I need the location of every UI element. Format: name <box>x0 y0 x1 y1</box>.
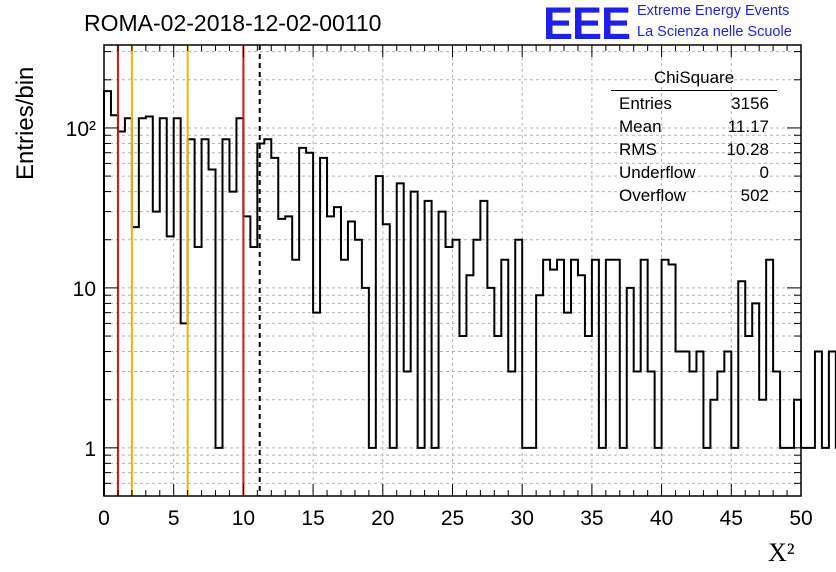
x-tick-label: 25 <box>441 507 464 530</box>
y-tick-label: 10 <box>73 278 96 301</box>
stats-title: ChiSquare <box>611 66 777 91</box>
x-axis-label: X² <box>768 538 795 567</box>
stats-value: 11.17 <box>727 117 769 136</box>
x-tick-label: 30 <box>511 507 534 530</box>
stats-value: 502 <box>740 186 769 205</box>
eee-logo: EEE <box>543 0 631 49</box>
stats-row-rms: RMS 10.28 <box>611 138 777 161</box>
stats-row-overflow: Overflow 502 <box>611 184 777 207</box>
stats-label: RMS <box>619 140 657 159</box>
stats-label: Mean <box>619 117 662 136</box>
y-axis-label: Entries/bin <box>12 66 39 180</box>
x-tick-label: 35 <box>580 507 603 530</box>
x-tick-label: 5 <box>168 507 180 530</box>
stats-row-mean: Mean 11.17 <box>611 115 777 138</box>
x-tick-label: 0 <box>98 507 110 530</box>
y-tick-label: 1 <box>84 438 96 461</box>
stats-row-underflow: Underflow 0 <box>611 161 777 184</box>
stats-label: Underflow <box>619 163 696 182</box>
x-tick-label: 15 <box>301 507 324 530</box>
x-tick-label: 20 <box>371 507 394 530</box>
x-tick-label: 50 <box>789 507 812 530</box>
stats-row-entries: Entries 3156 <box>611 92 777 115</box>
stats-label: Entries <box>619 94 672 113</box>
stats-label: Overflow <box>619 186 687 205</box>
histogram-outline <box>103 90 836 496</box>
logo-line-1: Extreme Energy Events <box>637 3 790 19</box>
logo-line-2: La Scienza nelle Scuole <box>637 24 792 40</box>
run-title: ROMA-02-2018-12-02-00110 <box>84 10 382 36</box>
stats-value: 0 <box>759 163 769 182</box>
x-tick-label: 40 <box>650 507 673 530</box>
stats-value: 3156 <box>731 94 769 113</box>
y-tick-label: 10² <box>66 118 96 141</box>
stats-box: ChiSquare Entries 3156 Mean 11.17 RMS 10… <box>611 66 777 207</box>
x-tick-label: 45 <box>720 507 743 530</box>
x-tick-label: 10 <box>232 507 255 530</box>
stats-value: 10.28 <box>726 140 769 159</box>
